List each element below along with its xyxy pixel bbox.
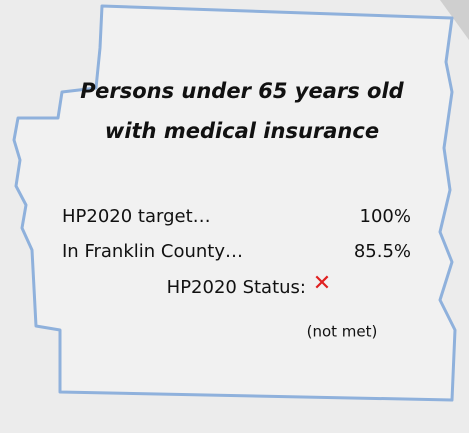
title-line: Persons under 65 years old [80, 79, 404, 103]
corner-shade [440, 0, 469, 40]
title-line: with medical insurance [105, 119, 379, 143]
row-label: HP2020 target… [62, 206, 211, 227]
row-value: 85.5% [354, 241, 411, 262]
county-outline [12, 4, 457, 402]
status-note: (not met) [307, 323, 378, 341]
row-label: In Franklin County… [62, 241, 243, 262]
row-value: 100% [360, 206, 411, 227]
status-label: HP2020 Status: [167, 277, 306, 298]
status-icon: ✕ [313, 271, 331, 296]
